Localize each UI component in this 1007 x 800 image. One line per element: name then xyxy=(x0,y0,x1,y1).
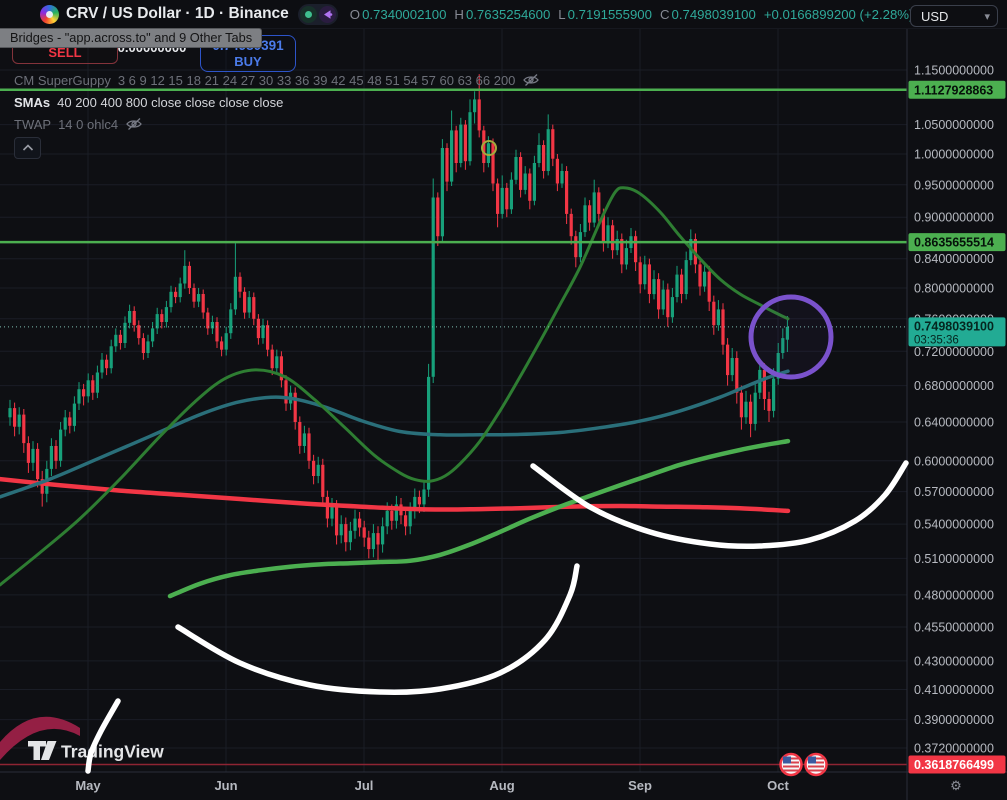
buy-button-label: BUY xyxy=(234,54,262,69)
chevron-down-icon: ▾ xyxy=(984,10,990,23)
symbol-title[interactable]: CRV / US Dollar · 1D · Binance xyxy=(66,5,289,22)
time-tick-label: Sep xyxy=(628,778,652,793)
price-tick-label: 0.4300000000 xyxy=(914,654,994,668)
drawings-layer xyxy=(0,140,909,774)
tradingview-watermark: TradingView xyxy=(28,741,164,762)
indicator-params: 3 6 9 12 15 18 21 24 27 30 33 36 39 42 4… xyxy=(117,72,516,88)
indicator-name: TWAP xyxy=(14,116,52,132)
ma-line-sma-800[interactable] xyxy=(0,476,791,514)
currency-selector[interactable]: USD ▾ xyxy=(910,5,998,27)
price-tick-label: 0.6400000000 xyxy=(914,416,994,430)
price-tick-label: 0.7200000000 xyxy=(914,345,994,359)
level-lines xyxy=(0,88,907,766)
time-tick-label: May xyxy=(75,778,101,793)
price-axis-label: 1.1127928863 xyxy=(908,80,1006,99)
white-curve-drawing[interactable] xyxy=(175,563,580,696)
price-tick-label: 0.3720000000 xyxy=(914,742,994,756)
price-tick-label: 0.6000000000 xyxy=(914,454,994,468)
share-icon xyxy=(318,5,336,23)
price-axis-label: 0.3618766499 xyxy=(908,755,1006,774)
ohlc-readout: O 0.7340002100 H 0.7635254600 L 0.719155… xyxy=(350,7,914,22)
white-curve-drawing[interactable] xyxy=(530,460,909,550)
legend-collapse-button[interactable] xyxy=(14,137,41,159)
eye-off-icon[interactable] xyxy=(125,117,143,131)
indicator-legend: CM SuperGuppy 3 6 9 12 15 18 21 24 27 30… xyxy=(14,69,540,135)
time-axis[interactable]: May Jun Jul Aug Sep Oct ⚙ xyxy=(0,771,1007,793)
close-value: 0.7498039100 xyxy=(671,6,756,22)
low-value: 0.7191555900 xyxy=(567,6,652,22)
indicator-row-smas[interactable]: SMAs 40 200 400 800 close close close cl… xyxy=(14,91,540,113)
high-value: 0.7635254600 xyxy=(465,6,551,22)
time-tick-label: Jun xyxy=(214,778,237,793)
high-label: H xyxy=(454,6,464,22)
ma-line-sma-400[interactable] xyxy=(167,438,791,599)
chevron-up-icon xyxy=(22,144,33,151)
svg-text:0.3618766499: 0.3618766499 xyxy=(914,758,994,772)
svg-text:03:35:36: 03:35:36 xyxy=(914,334,959,346)
purple-circle-drawing[interactable] xyxy=(748,294,834,380)
price-tick-label: 0.8400000000 xyxy=(914,252,994,266)
browser-tab-tooltip: Bridges - "app.across.to" and 9 Other Ta… xyxy=(0,28,263,48)
axis-settings-gear-icon[interactable]: ⚙ xyxy=(950,778,962,793)
economic-event-flag-icon[interactable] xyxy=(779,752,803,777)
price-tick-label: 0.4800000000 xyxy=(914,588,994,602)
chart-header: CRV / US Dollar · 1D · Binance O 0.73400… xyxy=(0,0,1007,29)
change-value: +0.0166899200 (+2.28%) xyxy=(763,6,914,22)
currency-selector-value: USD xyxy=(921,8,949,24)
time-tick-label: Jul xyxy=(355,778,374,793)
open-label: O xyxy=(349,6,361,22)
indicator-params: 14 0 ohlc4 xyxy=(58,116,119,132)
indicator-row-twap[interactable]: TWAP 14 0 ohlc4 xyxy=(14,113,540,135)
price-tick-label: 1.0000000000 xyxy=(914,148,994,162)
indicator-params: 40 200 400 800 close close close close xyxy=(57,94,284,110)
price-tick-label: 0.5700000000 xyxy=(914,485,994,499)
price-tick-label: 1.0500000000 xyxy=(914,118,994,132)
svg-text:0.8635655514: 0.8635655514 xyxy=(914,236,994,250)
price-tick-label: 1.1500000000 xyxy=(914,64,994,78)
price-tick-label: 0.4100000000 xyxy=(914,683,994,697)
small-circle-drawing[interactable] xyxy=(481,140,497,156)
tradingview-logo-icon xyxy=(28,741,57,760)
low-label: L xyxy=(558,6,566,22)
time-tick-label: Aug xyxy=(489,778,514,793)
crimson-arc-drawing[interactable] xyxy=(0,716,80,760)
indicator-row-superguppy[interactable]: CM SuperGuppy 3 6 9 12 15 18 21 24 27 30… xyxy=(14,69,540,91)
price-tick-label: 0.6800000000 xyxy=(914,379,994,393)
open-value: 0.7340002100 xyxy=(362,6,447,22)
price-tick-label: 0.3900000000 xyxy=(914,713,994,727)
symbol-status-pill[interactable] xyxy=(297,3,338,25)
symbol-logo-icon xyxy=(40,4,59,24)
svg-text:0.7498039100: 0.7498039100 xyxy=(914,319,994,333)
price-tick-label: 0.8000000000 xyxy=(914,282,994,296)
candles-layer xyxy=(8,74,789,561)
price-axis-label: 0.8635655514 xyxy=(908,233,1006,252)
watermark-text: TradingView xyxy=(61,742,164,762)
svg-text:1.1127928863: 1.1127928863 xyxy=(914,83,993,97)
price-tick-label: 0.9000000000 xyxy=(914,211,994,225)
time-tick-label: Oct xyxy=(767,778,789,793)
price-tick-label: 0.9500000000 xyxy=(914,178,994,192)
sell-button-label: SELL xyxy=(48,45,82,60)
market-open-dot-icon xyxy=(299,5,317,23)
price-axis[interactable]: 1.1500000000 1.0500000000 1.0000000000 0.95… xyxy=(906,0,994,800)
economic-event-flag-icon[interactable] xyxy=(804,752,828,777)
indicator-name: CM SuperGuppy xyxy=(14,72,111,88)
price-tick-label: 0.5100000000 xyxy=(914,552,994,566)
white-curve-drawing[interactable] xyxy=(85,698,121,774)
eye-off-icon[interactable] xyxy=(522,73,540,87)
price-tick-label: 0.4550000000 xyxy=(914,621,994,635)
close-label: C xyxy=(659,6,670,22)
price-tick-label: 0.5400000000 xyxy=(914,518,994,532)
indicator-name: SMAs xyxy=(14,94,51,110)
